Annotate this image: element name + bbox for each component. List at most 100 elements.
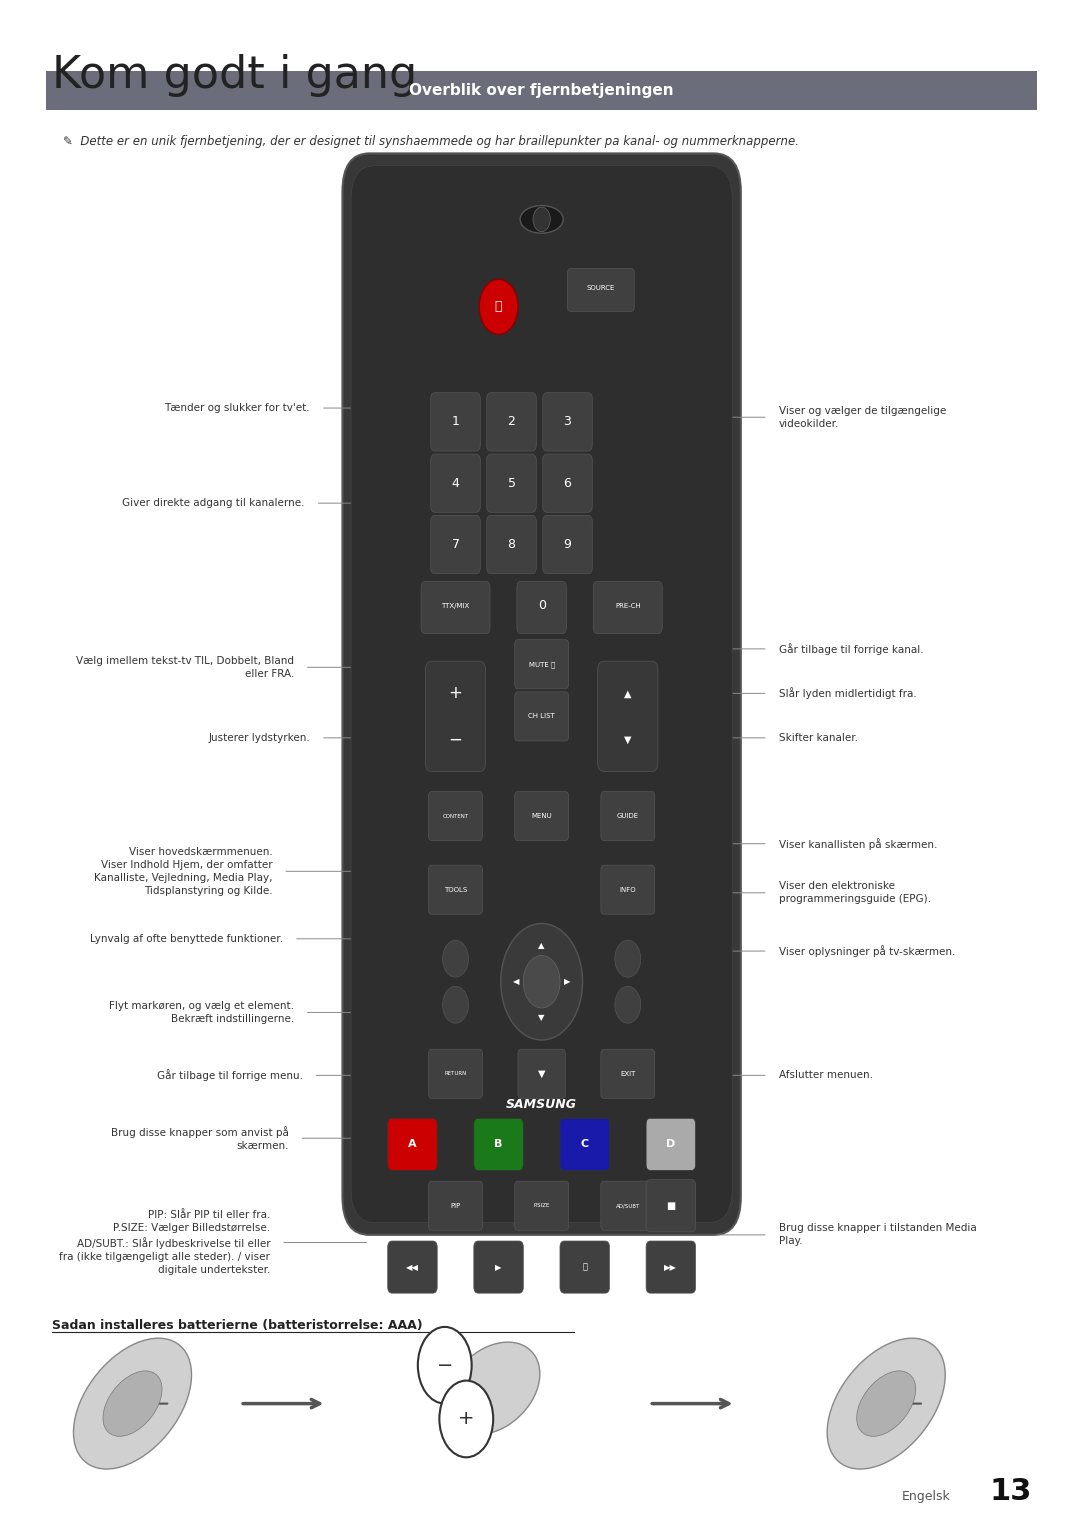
- Text: ▼: ▼: [538, 1069, 545, 1078]
- FancyBboxPatch shape: [543, 515, 592, 574]
- Text: 1: 1: [451, 416, 459, 428]
- FancyBboxPatch shape: [429, 865, 483, 914]
- Text: Viser oplysninger på tv-skærmen.: Viser oplysninger på tv-skærmen.: [779, 945, 955, 957]
- Text: 9: 9: [564, 538, 571, 551]
- Text: 7: 7: [451, 538, 459, 551]
- Text: MENU: MENU: [531, 813, 552, 819]
- Ellipse shape: [856, 1371, 916, 1436]
- FancyBboxPatch shape: [600, 792, 654, 841]
- Circle shape: [443, 940, 469, 977]
- FancyBboxPatch shape: [515, 640, 568, 689]
- Text: Viser og vælger de tilgængelige
videokilder.: Viser og vælger de tilgængelige videokil…: [779, 405, 946, 430]
- Text: CH LIST: CH LIST: [528, 713, 555, 719]
- FancyBboxPatch shape: [515, 1181, 568, 1230]
- Text: 13: 13: [989, 1477, 1031, 1506]
- Text: ▲: ▲: [624, 689, 632, 698]
- FancyBboxPatch shape: [431, 393, 481, 451]
- Text: Justerer lydstyrken.: Justerer lydstyrken.: [208, 733, 310, 742]
- Circle shape: [440, 1381, 494, 1457]
- Text: Afslutter menuen.: Afslutter menuen.: [779, 1071, 873, 1080]
- FancyBboxPatch shape: [388, 1118, 437, 1170]
- Text: CONTENT: CONTENT: [443, 813, 469, 819]
- Text: SAMSUNG: SAMSUNG: [507, 1098, 577, 1111]
- Text: Brug disse knapper som anvist på
skærmen.: Brug disse knapper som anvist på skærmen…: [111, 1126, 288, 1150]
- Circle shape: [615, 986, 640, 1023]
- Text: Engelsk: Engelsk: [902, 1491, 950, 1503]
- Text: TTX/MIX: TTX/MIX: [442, 603, 470, 609]
- Text: P.SIZE: P.SIZE: [534, 1203, 550, 1209]
- FancyBboxPatch shape: [487, 515, 537, 574]
- Text: Slår lyden midlertidigt fra.: Slår lyden midlertidigt fra.: [779, 687, 916, 700]
- FancyBboxPatch shape: [431, 454, 481, 512]
- Text: D: D: [666, 1140, 675, 1149]
- FancyBboxPatch shape: [600, 865, 654, 914]
- FancyBboxPatch shape: [543, 393, 592, 451]
- FancyBboxPatch shape: [474, 1241, 524, 1293]
- Text: MUTE 🔇: MUTE 🔇: [528, 661, 555, 667]
- Text: Skifter kanaler.: Skifter kanaler.: [779, 733, 858, 742]
- FancyBboxPatch shape: [567, 268, 634, 311]
- Text: AD/SUBT: AD/SUBT: [616, 1203, 640, 1209]
- FancyBboxPatch shape: [46, 71, 1037, 110]
- Text: 3: 3: [564, 416, 571, 428]
- FancyBboxPatch shape: [388, 1241, 437, 1293]
- Text: ▶: ▶: [564, 977, 570, 986]
- Text: Flyt markøren, og vælg et element.
Bekræft indstillingerne.: Flyt markøren, og vælg et element. Bekræ…: [109, 1000, 294, 1025]
- Text: TOOLS: TOOLS: [444, 887, 468, 893]
- Text: A: A: [408, 1140, 417, 1149]
- Text: 4: 4: [451, 477, 459, 489]
- Text: ⏸: ⏸: [582, 1262, 588, 1272]
- Text: Går tilbage til forrige menu.: Går tilbage til forrige menu.: [157, 1069, 302, 1081]
- Text: 8: 8: [508, 538, 515, 551]
- Text: ⏻: ⏻: [495, 301, 502, 313]
- FancyBboxPatch shape: [515, 792, 568, 841]
- Ellipse shape: [827, 1338, 945, 1470]
- Text: B: B: [495, 1140, 503, 1149]
- Text: Viser den elektroniske
programmeringsguide (EPG).: Viser den elektroniske programmeringsgui…: [779, 881, 931, 905]
- Circle shape: [501, 923, 582, 1040]
- FancyBboxPatch shape: [646, 1241, 696, 1293]
- Text: Går tilbage til forrige kanal.: Går tilbage til forrige kanal.: [779, 643, 923, 655]
- Circle shape: [523, 956, 561, 1008]
- Circle shape: [443, 986, 469, 1023]
- FancyBboxPatch shape: [429, 792, 483, 841]
- Text: Lynvalg af ofte benyttede funktioner.: Lynvalg af ofte benyttede funktioner.: [91, 934, 283, 943]
- FancyBboxPatch shape: [474, 1118, 524, 1170]
- Ellipse shape: [446, 1342, 540, 1434]
- FancyBboxPatch shape: [351, 166, 732, 1223]
- FancyBboxPatch shape: [543, 454, 592, 512]
- Text: 6: 6: [564, 477, 571, 489]
- Ellipse shape: [73, 1338, 191, 1470]
- FancyBboxPatch shape: [593, 581, 662, 634]
- FancyBboxPatch shape: [342, 153, 741, 1235]
- Text: −: −: [448, 730, 462, 749]
- Text: Viser kanallisten på skærmen.: Viser kanallisten på skærmen.: [779, 838, 936, 850]
- Text: 2: 2: [508, 416, 515, 428]
- Text: ✎  Dette er en unik fjernbetjening, der er designet til synshaemmede og har brai: ✎ Dette er en unik fjernbetjening, der e…: [63, 135, 798, 147]
- Text: Brug disse knapper i tilstanden Media
Play.: Brug disse knapper i tilstanden Media Pl…: [779, 1223, 976, 1247]
- Text: ▶: ▶: [496, 1262, 502, 1272]
- Text: ▼: ▼: [624, 735, 632, 744]
- FancyBboxPatch shape: [487, 454, 537, 512]
- Text: ▼: ▼: [539, 1014, 545, 1022]
- Text: +: +: [458, 1410, 474, 1428]
- Circle shape: [615, 940, 640, 977]
- FancyBboxPatch shape: [646, 1118, 696, 1170]
- Text: Overblik over fjernbetjeningen: Overblik over fjernbetjeningen: [409, 83, 674, 98]
- Text: ▲: ▲: [539, 942, 545, 950]
- Text: 0: 0: [538, 600, 545, 612]
- FancyBboxPatch shape: [517, 581, 566, 634]
- Text: ◀◀: ◀◀: [406, 1262, 419, 1272]
- Text: INFO: INFO: [620, 887, 636, 893]
- FancyBboxPatch shape: [600, 1049, 654, 1098]
- FancyBboxPatch shape: [597, 661, 658, 772]
- Text: C: C: [581, 1140, 589, 1149]
- FancyBboxPatch shape: [431, 515, 481, 574]
- Text: Giver direkte adgang til kanalerne.: Giver direkte adgang til kanalerne.: [122, 499, 305, 508]
- Circle shape: [534, 207, 551, 232]
- Text: Kom godt i gang: Kom godt i gang: [52, 54, 417, 97]
- FancyBboxPatch shape: [559, 1118, 609, 1170]
- Text: SOURCE: SOURCE: [586, 285, 615, 291]
- Ellipse shape: [521, 206, 563, 233]
- FancyBboxPatch shape: [487, 393, 537, 451]
